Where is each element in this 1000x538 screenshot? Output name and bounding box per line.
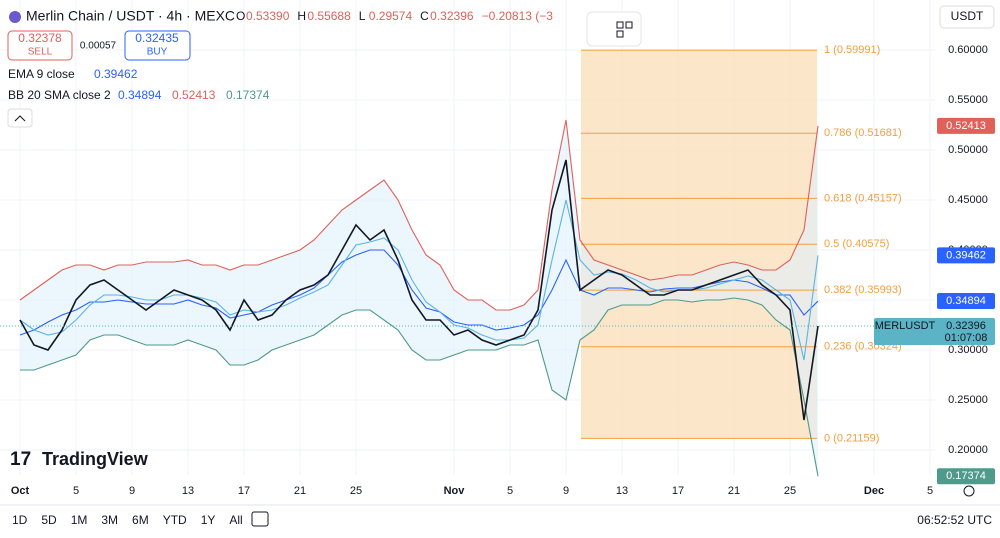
currency-button[interactable] <box>939 5 995 29</box>
y-tick-label: 0.45000 <box>948 194 988 206</box>
range-button[interactable]: All <box>229 513 242 527</box>
buy-button[interactable] <box>124 30 191 61</box>
series-line <box>19 249 819 336</box>
x-tick-label: 21 <box>728 485 740 497</box>
x-tick-label: 5 <box>73 485 79 497</box>
x-tick-label: Nov <box>444 485 466 497</box>
ohlc-key: L <box>359 9 366 23</box>
spread: 0.00057 <box>80 41 117 52</box>
ohlc-value: 0.55688 <box>307 9 351 23</box>
x-tick-label: 17 <box>672 485 684 497</box>
range-button[interactable]: YTD <box>163 513 187 527</box>
symbol-icon <box>9 11 21 23</box>
ohlc-key: C <box>420 9 429 23</box>
ohlc-key: H <box>297 9 306 23</box>
ema-badge-label: 0.39462 <box>946 249 986 261</box>
y-tick-label: 0.30000 <box>948 344 988 356</box>
bb-lower-value: 0.17374 <box>226 88 270 102</box>
range-button[interactable]: 1M <box>71 513 88 527</box>
ema-badge <box>937 247 995 264</box>
series-line <box>19 159 819 421</box>
y-tick-label: 0.25000 <box>948 394 988 406</box>
bb-basis-value: 0.34894 <box>118 88 162 102</box>
fib-label: 0 (0.21159) <box>824 432 879 444</box>
logo-mark: 17 <box>10 449 31 470</box>
x-tick-label: 21 <box>294 485 306 497</box>
range-button[interactable]: 1D <box>12 513 28 527</box>
settings-icon[interactable] <box>963 485 975 497</box>
bb-upper-badge-label: 0.52413 <box>946 120 986 132</box>
x-tick-label: 5 <box>927 485 933 497</box>
x-tick-label: Dec <box>864 485 884 497</box>
sell-price: 0.32378 <box>18 31 62 45</box>
ohlc-value: 0.53390 <box>246 9 290 23</box>
countdown: 01:07:08 <box>945 332 988 344</box>
currency: USDT <box>951 9 984 23</box>
logo: TradingView <box>42 449 149 469</box>
y-tick-label: 0.20000 <box>948 444 988 456</box>
x-tick-label: 9 <box>129 485 135 497</box>
bb-upper-value: 0.52413 <box>172 88 216 102</box>
ohlc-value: 0.29574 <box>369 9 413 23</box>
fib-label: 0.5 (0.40575) <box>824 238 889 250</box>
x-tick-label: 13 <box>616 485 628 497</box>
fib-label: 0.786 (0.51681) <box>824 127 902 139</box>
fib-label: 0.382 (0.35993) <box>824 284 902 296</box>
x-tick-label: 13 <box>182 485 194 497</box>
x-tick-label: Oct <box>11 485 30 497</box>
bb-lower-badge-label: 0.17374 <box>946 470 986 482</box>
range-button[interactable]: 6M <box>132 513 149 527</box>
toolbar-icon <box>616 21 624 29</box>
bb-upper-badge <box>937 117 995 134</box>
ohlc-value: 0.32396 <box>430 9 474 23</box>
ohlc-key: O <box>236 9 245 23</box>
bb-lower-badge <box>937 468 995 485</box>
buy-label: BUY <box>147 47 168 58</box>
date-range-icon[interactable] <box>251 511 269 527</box>
price-value: 0.32396 <box>946 320 986 332</box>
bb-legend: BB 20 SMA close 2 <box>8 88 111 102</box>
range-button[interactable]: 3M <box>101 513 118 527</box>
floating-toolbar[interactable] <box>586 11 642 47</box>
overlay: Merlin Chain / USDT · 4h · MEXC 0.32378 … <box>0 5 1000 527</box>
x-tick-label: 25 <box>784 485 796 497</box>
clock: 06:52:52 UTC <box>917 513 992 527</box>
sell-button[interactable] <box>7 30 73 61</box>
toolbar-icon <box>616 30 624 38</box>
range-button[interactable]: 1Y <box>201 513 216 527</box>
sell-label: SELL <box>28 47 53 58</box>
y-tick-label: 0.60000 <box>948 44 988 56</box>
ema-legend: EMA 9 close <box>8 67 75 81</box>
price-badge <box>874 318 995 346</box>
price-symbol: MERLUSDT <box>875 320 936 332</box>
toolbar-icon <box>625 21 633 29</box>
bb-basis-badge-label: 0.34894 <box>946 295 986 307</box>
collapse-button[interactable] <box>7 108 33 128</box>
change: −0.20813 (−3 <box>482 9 554 23</box>
x-tick-label: 25 <box>350 485 362 497</box>
symbol-title: Merlin Chain / USDT · 4h · MEXC <box>26 8 235 24</box>
ema-legend-value: 0.39462 <box>94 67 138 81</box>
y-tick-label: 0.50000 <box>948 144 988 156</box>
series-line <box>20 297 819 477</box>
bb-basis-badge <box>937 293 995 310</box>
x-tick-label: 9 <box>563 485 569 497</box>
fib-label: 0.618 (0.45157) <box>824 192 902 204</box>
range-button[interactable]: 5D <box>41 513 57 527</box>
y-tick-label: 0.55000 <box>948 94 988 106</box>
buy-price: 0.32435 <box>135 31 179 45</box>
x-tick-label: 17 <box>238 485 250 497</box>
collapse-icon <box>14 115 26 122</box>
fib-label: 1 (0.59991) <box>824 44 880 56</box>
x-tick-label: 5 <box>507 485 513 497</box>
series-line <box>19 119 819 311</box>
